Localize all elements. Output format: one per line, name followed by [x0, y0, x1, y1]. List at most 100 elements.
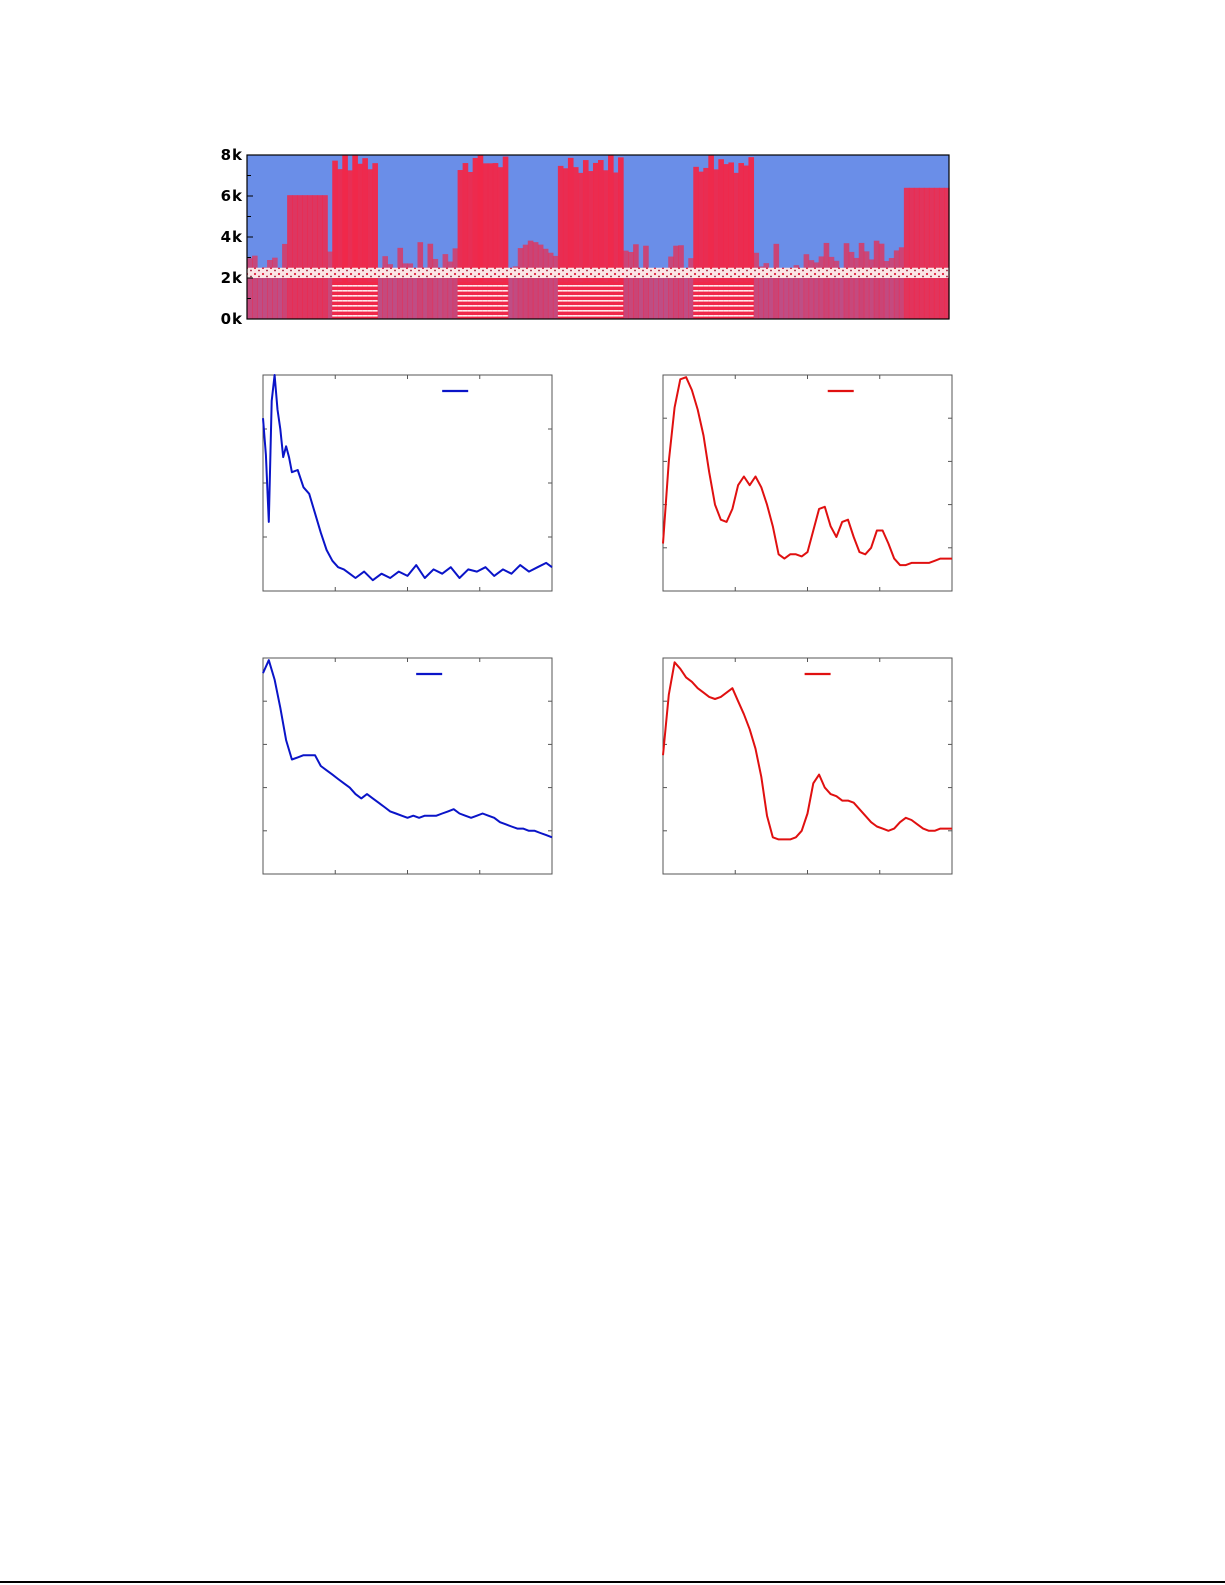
spectrogram-energy-column: [733, 172, 739, 319]
spectrogram-harmonics: [332, 282, 338, 319]
spectrogram-energy-column: [452, 248, 459, 319]
spectrogram-energy-column: [838, 271, 845, 319]
spectrogram-energy-column: [457, 170, 464, 319]
spectrogram-energy-column: [818, 256, 825, 319]
spectrogram-harmonics: [492, 282, 499, 319]
spectrogram-energy-column: [898, 247, 905, 319]
spectrogram-harmonics: [367, 282, 373, 319]
spectrogram-harmonics: [723, 282, 729, 319]
spectrogram-energy-column: [843, 243, 850, 319]
spectrogram-harmonics: [462, 282, 469, 319]
spectrogram-energy-column: [472, 157, 479, 319]
spectrogram-harmonics: [708, 282, 714, 319]
spectrogram-energy-column: [267, 260, 273, 319]
spectrogram-energy-column: [783, 273, 790, 319]
spectrogram-energy-column: [903, 187, 910, 319]
spectrogram-harmonics: [352, 282, 358, 319]
spectrogram-energy-column: [858, 242, 865, 319]
spectrogram-panel: 0k 2k 4k 6k 8k: [205, 140, 965, 340]
spectrogram-energy-column: [462, 163, 469, 319]
spectrogram-energy-column: [292, 195, 298, 319]
plot-frame: [262, 657, 553, 875]
spectrogram-energy-column: [437, 267, 444, 319]
spectrogram-energy-column: [938, 187, 945, 319]
spectrogram-energy-column: [582, 160, 589, 319]
spectrogram-energy-column: [407, 263, 414, 319]
series-line: [262, 374, 553, 582]
spectrogram-energy-column: [442, 254, 449, 319]
spectrogram-energy-column: [357, 163, 363, 319]
spectrogram-energy-column: [643, 245, 649, 319]
spectrogram-harmonics: [347, 282, 353, 319]
spectrogram-energy-column: [608, 155, 614, 319]
spectrogram-energy-column: [668, 256, 674, 319]
spectrogram-harmonics: [497, 282, 504, 319]
spectrogram-energy-column: [507, 271, 514, 319]
spectrogram-harmonics: [598, 282, 604, 319]
spectrogram-energy-column: [623, 250, 629, 319]
spectrogram-harmonics: [467, 282, 474, 319]
spectrogram-energy-column: [848, 251, 855, 319]
spectrogram-energy-column: [297, 195, 303, 319]
spectrogram-harmonics: [703, 282, 709, 319]
spectrogram-energy-column: [527, 240, 534, 319]
spectrogram-energy-column: [738, 163, 745, 319]
spectrogram-harmonics: [587, 282, 594, 319]
spectrogram-svg: 0k 2k 4k 6k 8k: [221, 146, 950, 328]
spectrogram-energy-column: [377, 267, 383, 319]
spectrogram-energy-column: [908, 187, 915, 319]
spectrogram-energy-column: [277, 273, 283, 319]
spectrogram-energy-column: [592, 162, 599, 319]
spectrogram-energy-column: [688, 258, 694, 319]
spectrogram-energy-column: [868, 259, 875, 319]
spectrogram-energy-column: [427, 243, 434, 319]
spectrogram-harmonics: [337, 282, 343, 319]
spectrogram-energy-column: [482, 163, 489, 319]
spectrogram-ytick-label: 8k: [221, 146, 243, 164]
spectrogram-energy-column: [542, 248, 549, 319]
spectrogram-energy-column: [708, 155, 714, 319]
spectrogram-energy-column: [557, 165, 564, 319]
series-line: [262, 659, 553, 839]
spectrogram-harmonics: [472, 282, 479, 319]
spectrogram-energy-column: [447, 261, 454, 319]
spectrogram-energy-column: [793, 265, 800, 319]
spectrogram-energy-column: [763, 263, 770, 319]
spectrogram-energy-column: [638, 267, 644, 319]
spectrogram-energy-column: [517, 248, 524, 319]
spectrogram-harmonics: [592, 282, 599, 319]
spectrogram-energy-column: [417, 242, 424, 319]
series-line: [662, 661, 952, 841]
spectrogram-harmonics: [362, 282, 368, 319]
spectrogram-energy-column: [307, 195, 313, 319]
chart-bottom-right: [655, 650, 985, 900]
spectrogram-harmonics: [477, 282, 484, 319]
spectrogram-energy-column: [853, 257, 860, 319]
chart-bottom-left-svg: [262, 657, 553, 875]
spectrogram-energy-column: [362, 158, 368, 319]
spectrogram-energy-column: [603, 170, 609, 319]
spectrogram-energy-column: [828, 256, 835, 319]
spectrogram-harmonics: [748, 282, 755, 319]
spectrogram-ytick-label: 0k: [221, 310, 243, 328]
spectrogram-energy-column: [928, 187, 935, 319]
spectrogram-energy-column: [532, 242, 539, 319]
chart-top-right-svg: [662, 374, 953, 592]
spectrogram-noise-band: [247, 267, 949, 278]
spectrogram-ytick-label: 2k: [221, 269, 243, 287]
spectrogram-energy-column: [487, 163, 494, 319]
spectrogram-harmonics: [698, 282, 704, 319]
spectrogram-harmonics: [572, 282, 579, 319]
spectrogram-energy-column: [537, 244, 544, 319]
spectrogram-energy-column: [878, 243, 885, 319]
spectrogram-energy-column: [653, 274, 659, 319]
spectrogram-y-axis: 0k 2k 4k 6k 8k: [221, 146, 253, 328]
spectrogram-energy-column: [567, 157, 574, 319]
spectrogram-energy-column: [282, 243, 288, 319]
spectrogram-energy-column: [562, 168, 569, 319]
spectrogram-energy-column: [287, 195, 293, 319]
chart-bottom-right-svg: [662, 657, 953, 875]
spectrogram-harmonics: [372, 282, 378, 319]
spectrogram-energy-column: [432, 258, 439, 319]
spectrogram-energy-column: [633, 244, 639, 319]
